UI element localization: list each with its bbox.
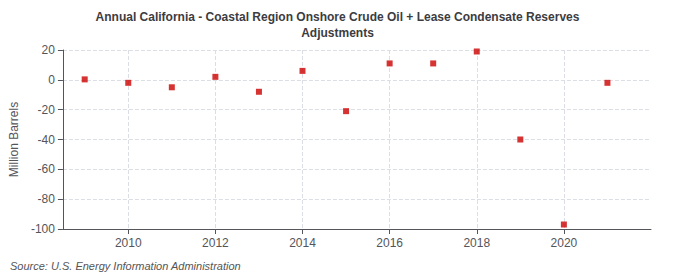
svg-text:2018: 2018 bbox=[463, 236, 490, 250]
svg-text:0: 0 bbox=[48, 73, 55, 87]
svg-text:-40: -40 bbox=[38, 133, 56, 147]
svg-text:Source: U.S. Energy Informatio: Source: U.S. Energy Information Administ… bbox=[10, 260, 241, 272]
svg-text:Annual California - Coastal Re: Annual California - Coastal Region Onsho… bbox=[96, 10, 580, 24]
svg-text:Adjustments: Adjustments bbox=[301, 26, 374, 40]
svg-text:2014: 2014 bbox=[289, 236, 316, 250]
svg-text:-100: -100 bbox=[31, 222, 55, 236]
svg-text:20: 20 bbox=[42, 43, 56, 57]
svg-text:2016: 2016 bbox=[376, 236, 403, 250]
svg-text:2012: 2012 bbox=[202, 236, 229, 250]
svg-text:2010: 2010 bbox=[115, 236, 142, 250]
svg-text:2020: 2020 bbox=[551, 236, 578, 250]
svg-text:-60: -60 bbox=[38, 162, 56, 176]
svg-text:Million Barrels: Million Barrels bbox=[7, 102, 21, 177]
svg-text:-20: -20 bbox=[38, 103, 56, 117]
svg-text:-80: -80 bbox=[38, 192, 56, 206]
